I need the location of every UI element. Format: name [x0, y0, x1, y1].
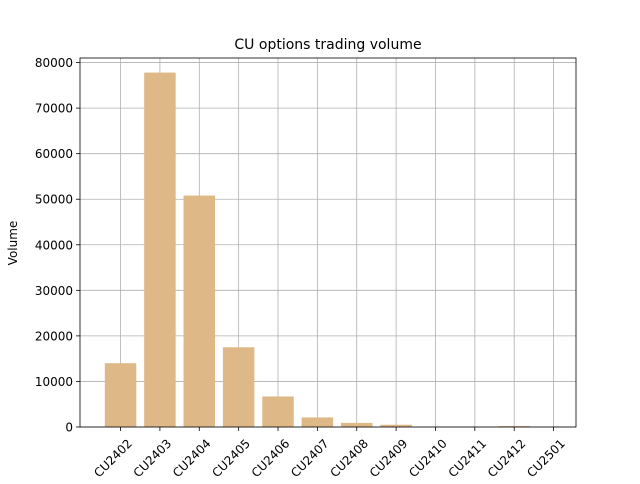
bar-cu2403 [144, 73, 175, 427]
bars [105, 73, 570, 427]
y-ticks: 0 10000 20000 30000 40000 50000 60000 70000 8000… [35, 56, 80, 434]
y-tick-label: 70000 [35, 102, 73, 116]
x-tick-label: CU2408 [327, 436, 371, 480]
y-tick-label: 30000 [35, 284, 73, 298]
y-tick-label: 50000 [35, 193, 73, 207]
chart-title: CU options trading volume [234, 37, 421, 53]
x-tick-label: CU2402 [91, 436, 135, 480]
y-tick-label: 60000 [35, 147, 73, 161]
y-tick-label: 0 [65, 421, 73, 435]
y-tick-label: 80000 [35, 56, 73, 70]
y-tick-label: 10000 [35, 375, 73, 389]
x-tick-label: CU2407 [288, 436, 332, 480]
bar-cu2404 [184, 196, 215, 427]
bar-cu2402 [105, 363, 136, 427]
x-tick-label: CU2412 [485, 436, 529, 480]
x-ticks: CU2402CU2403CU2404CU2405CU2406CU2407CU24… [91, 427, 568, 480]
x-tick-label: CU2405 [209, 436, 253, 480]
x-tick-label: CU2403 [131, 436, 175, 480]
bar-cu2407 [302, 417, 333, 427]
x-tick-label: CU2409 [367, 436, 411, 480]
x-tick-label: CU2406 [249, 436, 293, 480]
x-tick-label: CU2411 [446, 436, 490, 480]
y-tick-label: 20000 [35, 329, 73, 343]
bar-cu2408 [341, 423, 372, 427]
bar-cu2406 [262, 396, 293, 427]
bar-cu2405 [223, 347, 254, 427]
y-axis-label: Volume [6, 221, 20, 266]
x-tick-label: CU2404 [170, 436, 214, 480]
y-tick-label: 40000 [35, 238, 73, 252]
x-tick-label: CU2501 [524, 436, 568, 480]
x-tick-label: CU2410 [406, 436, 450, 480]
